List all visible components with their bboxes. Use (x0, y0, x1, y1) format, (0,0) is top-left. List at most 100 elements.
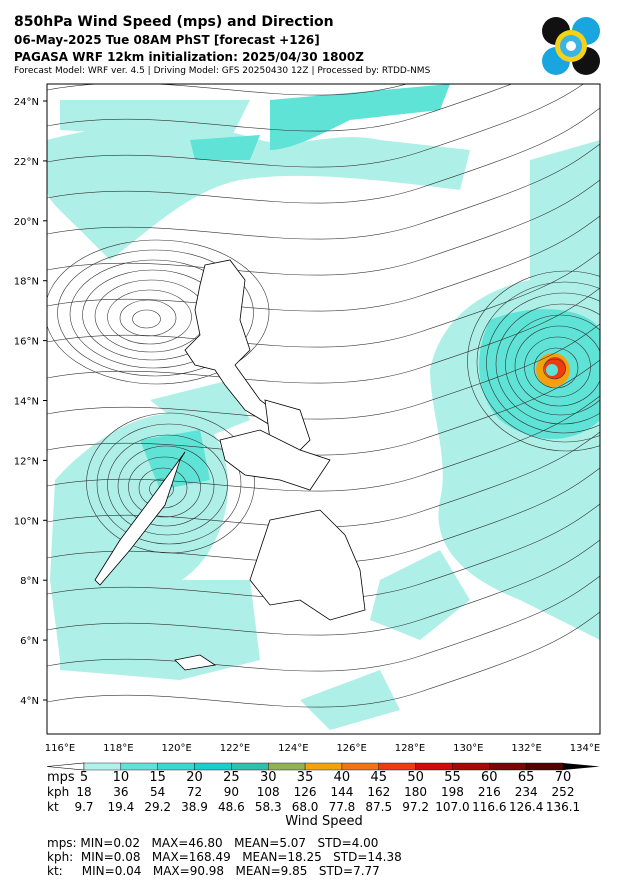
stat-line: kt: MIN=0.04 MAX=90.98 MEAN=9.85 STD=7.7… (47, 864, 380, 878)
lat-label: 16°N (14, 337, 39, 348)
streamline (47, 503, 600, 600)
colorbar-label: 180 (404, 785, 427, 799)
streamline (47, 107, 600, 204)
unit-label: kph (47, 785, 69, 799)
landmass (94, 259, 366, 671)
colorbar-title: Wind Speed (285, 814, 363, 829)
lat-label: 10°N (14, 516, 39, 527)
colorbar-segment (489, 762, 527, 771)
colorbar-segment (194, 762, 232, 771)
lat-label: 12°N (14, 456, 39, 467)
streamline (47, 323, 600, 420)
streamline (47, 575, 600, 672)
lat-label: 14°N (14, 397, 39, 408)
colorbar-label: 60 (481, 770, 498, 785)
lon-label: 128°E (395, 743, 425, 754)
colorbar-label: 9.7 (74, 800, 93, 814)
streamline (514, 325, 600, 407)
streamline (128, 456, 201, 518)
streamline (132, 309, 161, 329)
colorbar-label: 162 (367, 785, 390, 799)
colorbar-label: 136.1 (546, 800, 580, 814)
streamline (107, 289, 192, 345)
unit-label: mps (47, 770, 75, 785)
colorbar-segment (157, 762, 195, 771)
title: 850hPa Wind Speed (mps) and Direction (14, 14, 334, 30)
colorbar-label: 5 (80, 770, 88, 785)
colorbar-label: 77.8 (329, 800, 356, 814)
lon-label: 132°E (511, 743, 541, 754)
unit-label: kt (47, 800, 59, 814)
wind-shading (47, 100, 600, 730)
streamline (47, 215, 600, 312)
colorbar-label: 54 (150, 785, 165, 799)
logo (542, 17, 600, 75)
lon-label: 124°E (278, 743, 308, 754)
streamline (47, 143, 600, 240)
colorbar-segment (268, 762, 306, 771)
streamline (467, 270, 600, 452)
streamline (47, 84, 408, 96)
streamline (117, 445, 215, 527)
colorbar-label: 144 (330, 785, 353, 799)
init-line: PAGASA WRF 12km initialization: 2025/04/… (14, 50, 364, 64)
streamline (47, 395, 600, 492)
lon-label: 118°E (103, 743, 133, 754)
info-line: Forecast Model: WRF ver. 4.5 | Driving M… (14, 66, 431, 76)
stat-line: kph: MIN=0.08 MAX=168.49 MEAN=18.25 STD=… (47, 850, 402, 864)
colorbar-label: 72 (187, 785, 202, 799)
colorbar-label: 18 (76, 785, 91, 799)
streamline (47, 239, 270, 385)
colorbar-segment (231, 762, 269, 771)
colorbar-label: 15 (149, 770, 166, 785)
colorbar-label: 126.4 (509, 800, 543, 814)
colorbar-high (563, 763, 600, 770)
colorbar-label: 38.9 (181, 800, 208, 814)
colorbar-label: 216 (478, 785, 501, 799)
colorbar-segment (83, 762, 122, 771)
colorbar-label: 48.6 (218, 800, 245, 814)
typhoon-core (536, 353, 570, 387)
colorbar-label: 10 (113, 770, 130, 785)
lat-label: 24°N (14, 97, 39, 108)
colorbar: mps 5 10 15 20 25 30 35 40 45 50 55 60 65 70 kph 18 36 54 7… (46, 762, 600, 829)
lat-label: 20°N (14, 217, 39, 228)
streamline (107, 434, 228, 536)
lon-label: 116°E (45, 743, 75, 754)
colorbar-segment (525, 762, 564, 771)
colorbar-segment (415, 762, 453, 771)
stat-line: mps: MIN=0.02 MAX=46.80 MEAN=5.07 STD=4.… (47, 836, 379, 850)
colorbar-label: 45 (370, 770, 387, 785)
lon-label: 126°E (336, 743, 366, 754)
colorbar-label: 198 (441, 785, 464, 799)
lat-label: 8°N (20, 576, 39, 587)
colorbar-label: 87.5 (365, 800, 392, 814)
streamline (47, 84, 584, 168)
streamline (57, 249, 254, 377)
streamline (47, 251, 600, 348)
colorbar-label: 30 (260, 770, 277, 785)
colorbar-label: 35 (297, 770, 314, 785)
streamline (47, 287, 600, 384)
colorbar-label: 55 (444, 770, 461, 785)
colorbar-label: 97.2 (402, 800, 429, 814)
colorbar-label: 126 (294, 785, 317, 799)
colorbar-segment (120, 762, 158, 771)
colorbar-label: 65 (518, 770, 535, 785)
colorbar-label: 40 (334, 770, 351, 785)
colorbar-low (46, 762, 85, 771)
lon-label: 134°E (570, 743, 600, 754)
colorbar-label: 108 (257, 785, 280, 799)
lat-label: 22°N (14, 157, 39, 168)
colorbar-segment (341, 762, 379, 771)
streamline (47, 467, 600, 564)
streamline (486, 292, 600, 434)
lat-label: 4°N (20, 696, 39, 707)
colorbar-label: 70 (555, 770, 572, 785)
colorbar-label: 29.2 (144, 800, 171, 814)
map: 24°N 22°N 20°N 18°N 16°N 14°N 12°N 10°N 8°N 6°N 4°… (14, 83, 601, 754)
colorbar-label: 19.4 (107, 800, 134, 814)
streamline (543, 358, 566, 380)
colorbar-label: 90 (224, 785, 239, 799)
lat-label: 18°N (14, 277, 39, 288)
